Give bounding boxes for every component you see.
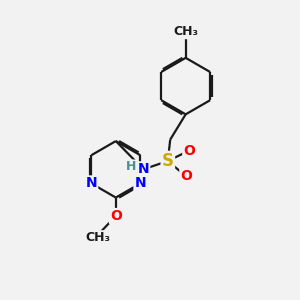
Text: N: N (134, 176, 146, 190)
Text: O: O (180, 169, 192, 184)
Text: N: N (138, 162, 149, 176)
Text: CH₃: CH₃ (85, 231, 110, 244)
Text: S: S (162, 152, 174, 170)
Text: H: H (126, 160, 136, 173)
Text: CH₃: CH₃ (173, 25, 198, 38)
Text: O: O (110, 209, 122, 223)
Text: O: O (183, 144, 195, 158)
Text: N: N (85, 176, 97, 190)
